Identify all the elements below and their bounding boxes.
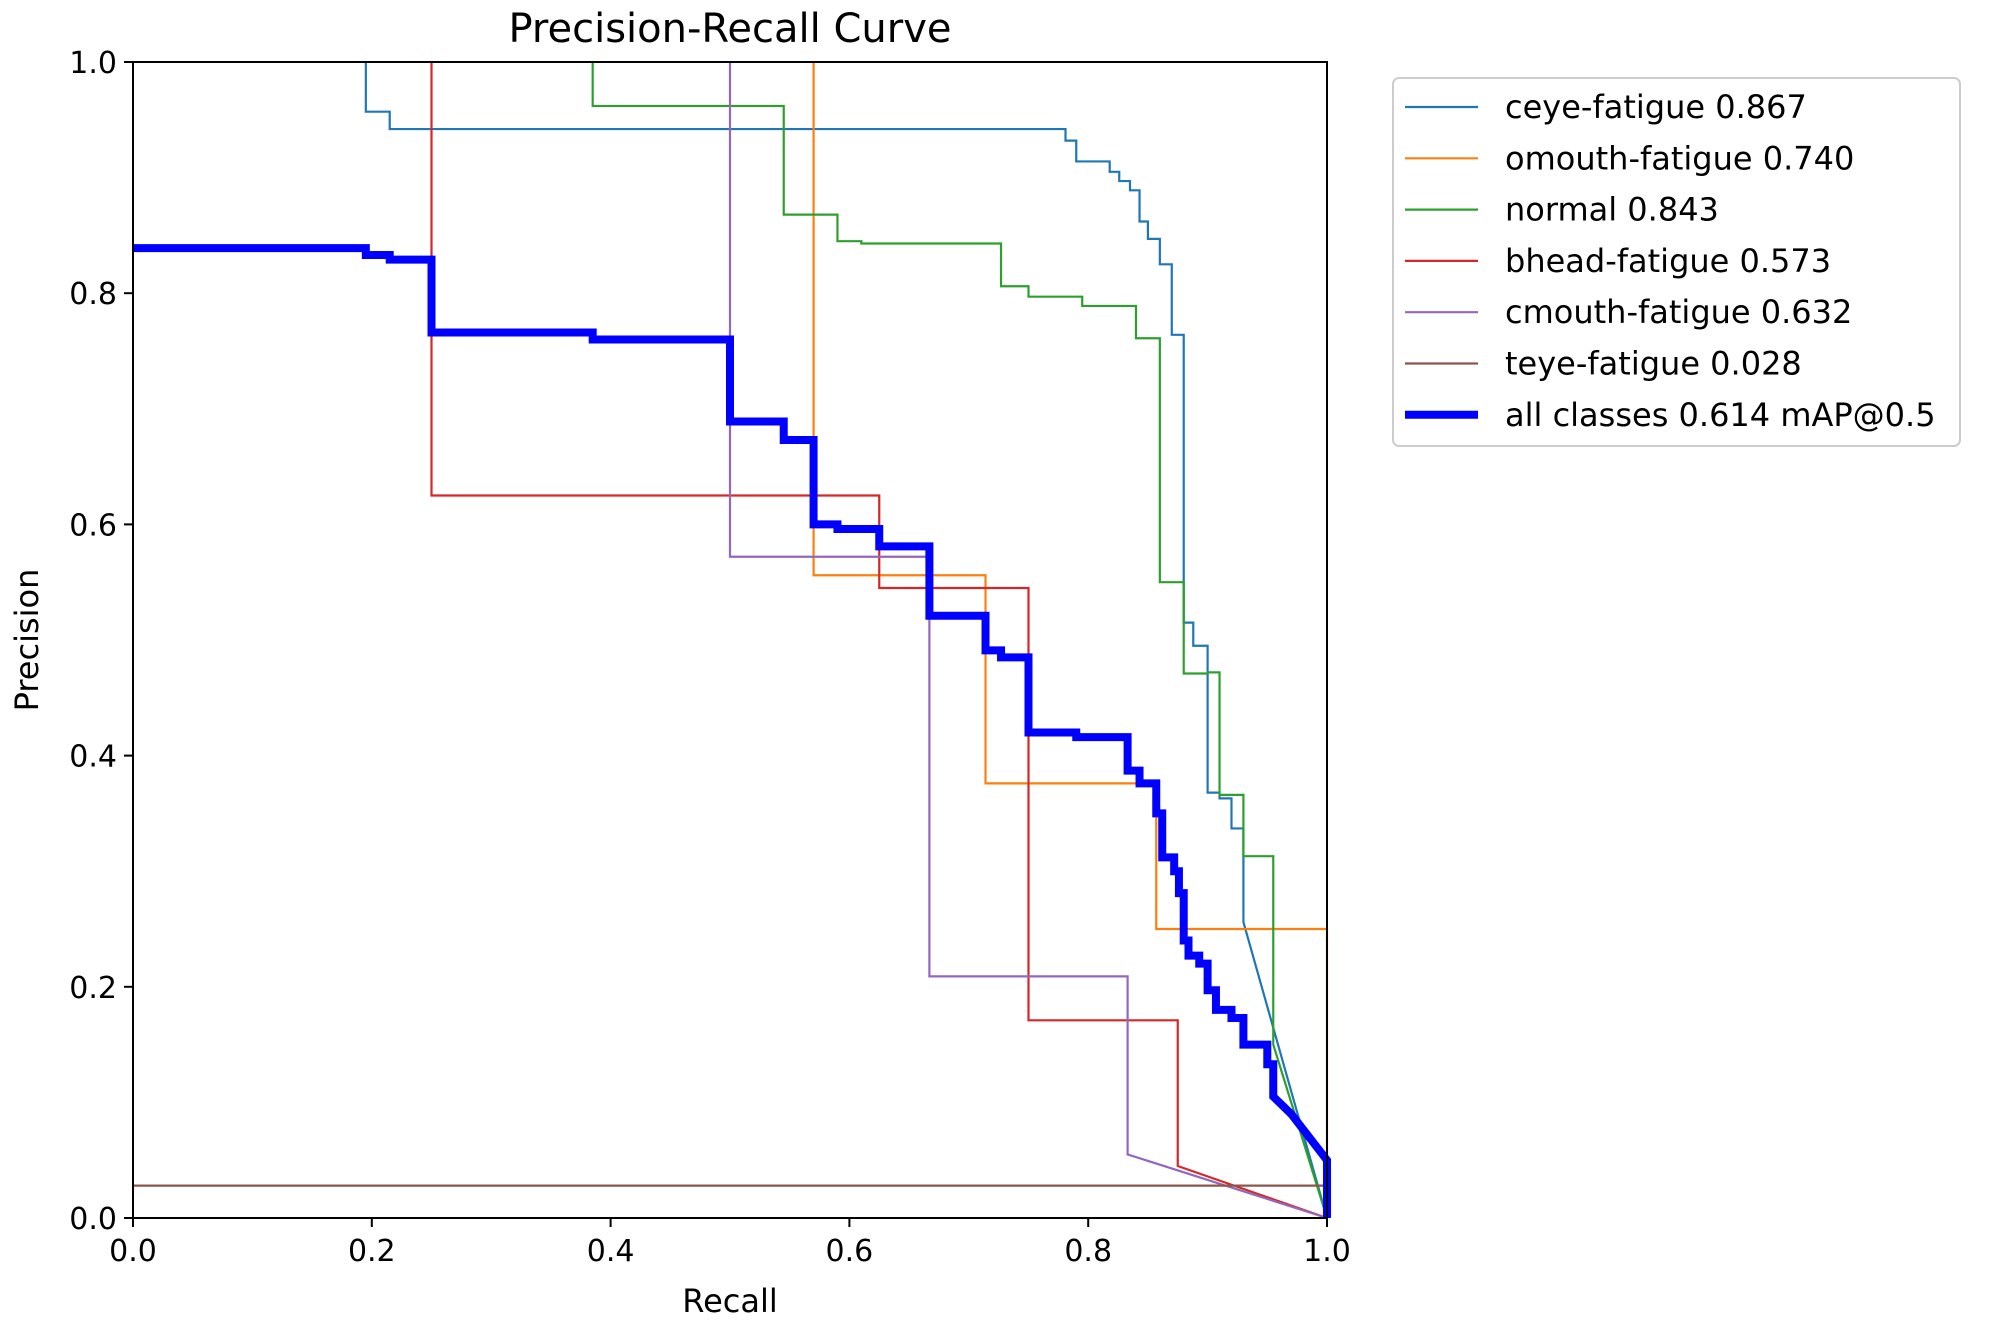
x-tick-label: 0.2 [348,1234,396,1269]
axes-layer: 0.0 0.2 0.4 0.6 0.8 1.0 0.0 0.2 0.4 0.6 0.8 1.0 [69,46,1351,1269]
series-line-bhead-fatigue [430,62,1328,1220]
legend: ceye-fatigue 0.867 omouth-fatigue 0.740 no… [1392,77,1961,447]
x-tick-label: 0.6 [826,1234,874,1269]
y-tick-label: 0.8 [69,277,117,312]
legend-box [1392,77,1961,447]
legend-label: normal 0.843 [1505,191,1719,229]
legend-label: all classes 0.614 mAP@0.5 [1505,396,1936,434]
plot-frame [132,61,1328,1219]
x-tick-label: 0.4 [587,1234,635,1269]
x-tick-label: 0.0 [109,1234,157,1269]
series-layer [133,62,1331,1220]
legend-label: cmouth-fatigue 0.632 [1505,293,1852,331]
legend-label: ceye-fatigue 0.867 [1505,88,1807,126]
y-tick-label: 1.0 [69,46,117,81]
x-axis-label: Recall [682,1282,777,1320]
legend-label: bhead-fatigue 0.573 [1505,242,1831,280]
y-tick-label: 0.2 [69,971,117,1006]
chart-title: Precision-Recall Curve [509,6,952,52]
legend-label: teye-fatigue 0.028 [1505,345,1802,383]
y-tick-label: 0.4 [69,740,117,775]
series-line-cmouth-fatigue [728,62,1328,1220]
legend-label: omouth-fatigue 0.740 [1505,139,1854,177]
x-tick-label: 0.8 [1064,1234,1112,1269]
y-axis-label: Precision [8,569,46,712]
series-line-all-classes [133,244,1331,1218]
series-line-normal [591,62,1329,1219]
x-tick-label: 1.0 [1303,1234,1351,1269]
y-tick-label: 0.0 [69,1202,117,1237]
series-line-omouth-fatigue [812,62,1329,1218]
y-tick-label: 0.6 [69,508,117,543]
